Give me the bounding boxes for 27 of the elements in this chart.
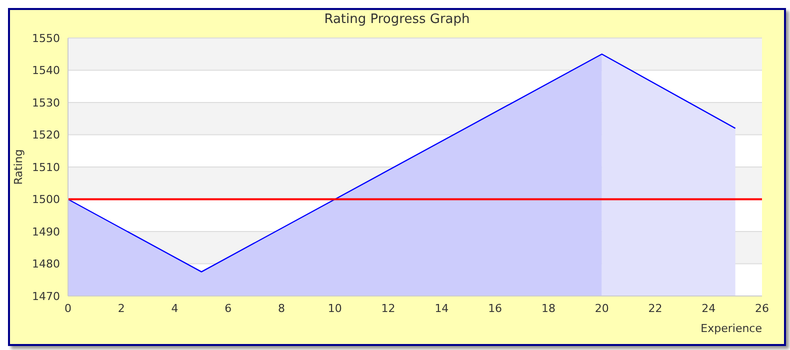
- x-tick-label: 12: [381, 302, 396, 315]
- y-tick-label: 1490: [32, 225, 60, 238]
- y-tick-label: 1470: [32, 290, 60, 303]
- x-tick-label: 22: [648, 302, 662, 315]
- y-tick-label: 1550: [32, 32, 60, 45]
- x-tick-label: 6: [224, 302, 232, 315]
- x-tick-label: 24: [702, 302, 716, 315]
- y-tick-label: 1520: [32, 128, 60, 142]
- chart-title: Rating Progress Graph: [323, 11, 471, 29]
- x-tick-label: 2: [118, 302, 125, 315]
- x-tick-label: 20: [594, 302, 609, 315]
- y-tick-label: 1530: [32, 96, 60, 110]
- y-tick-label: 1510: [32, 160, 60, 174]
- y-tick-label: 1540: [32, 64, 60, 78]
- x-tick-label: 0: [64, 302, 72, 315]
- x-tick-label: 8: [278, 302, 286, 315]
- y-tick-label: 1480: [32, 258, 60, 271]
- x-tick-label: 16: [488, 302, 502, 315]
- y-tick-label: 1500: [32, 193, 60, 206]
- line-series: [68, 54, 736, 272]
- x-tick-label: 18: [541, 302, 556, 315]
- x-tick-label: 14: [434, 302, 449, 315]
- x-tick-label: 4: [171, 302, 178, 315]
- x-tick-label: 10: [328, 302, 342, 315]
- x-axis-title: Experience: [700, 322, 762, 335]
- y-axis-title: Rating: [12, 149, 25, 185]
- x-tick-label: 26: [755, 302, 769, 315]
